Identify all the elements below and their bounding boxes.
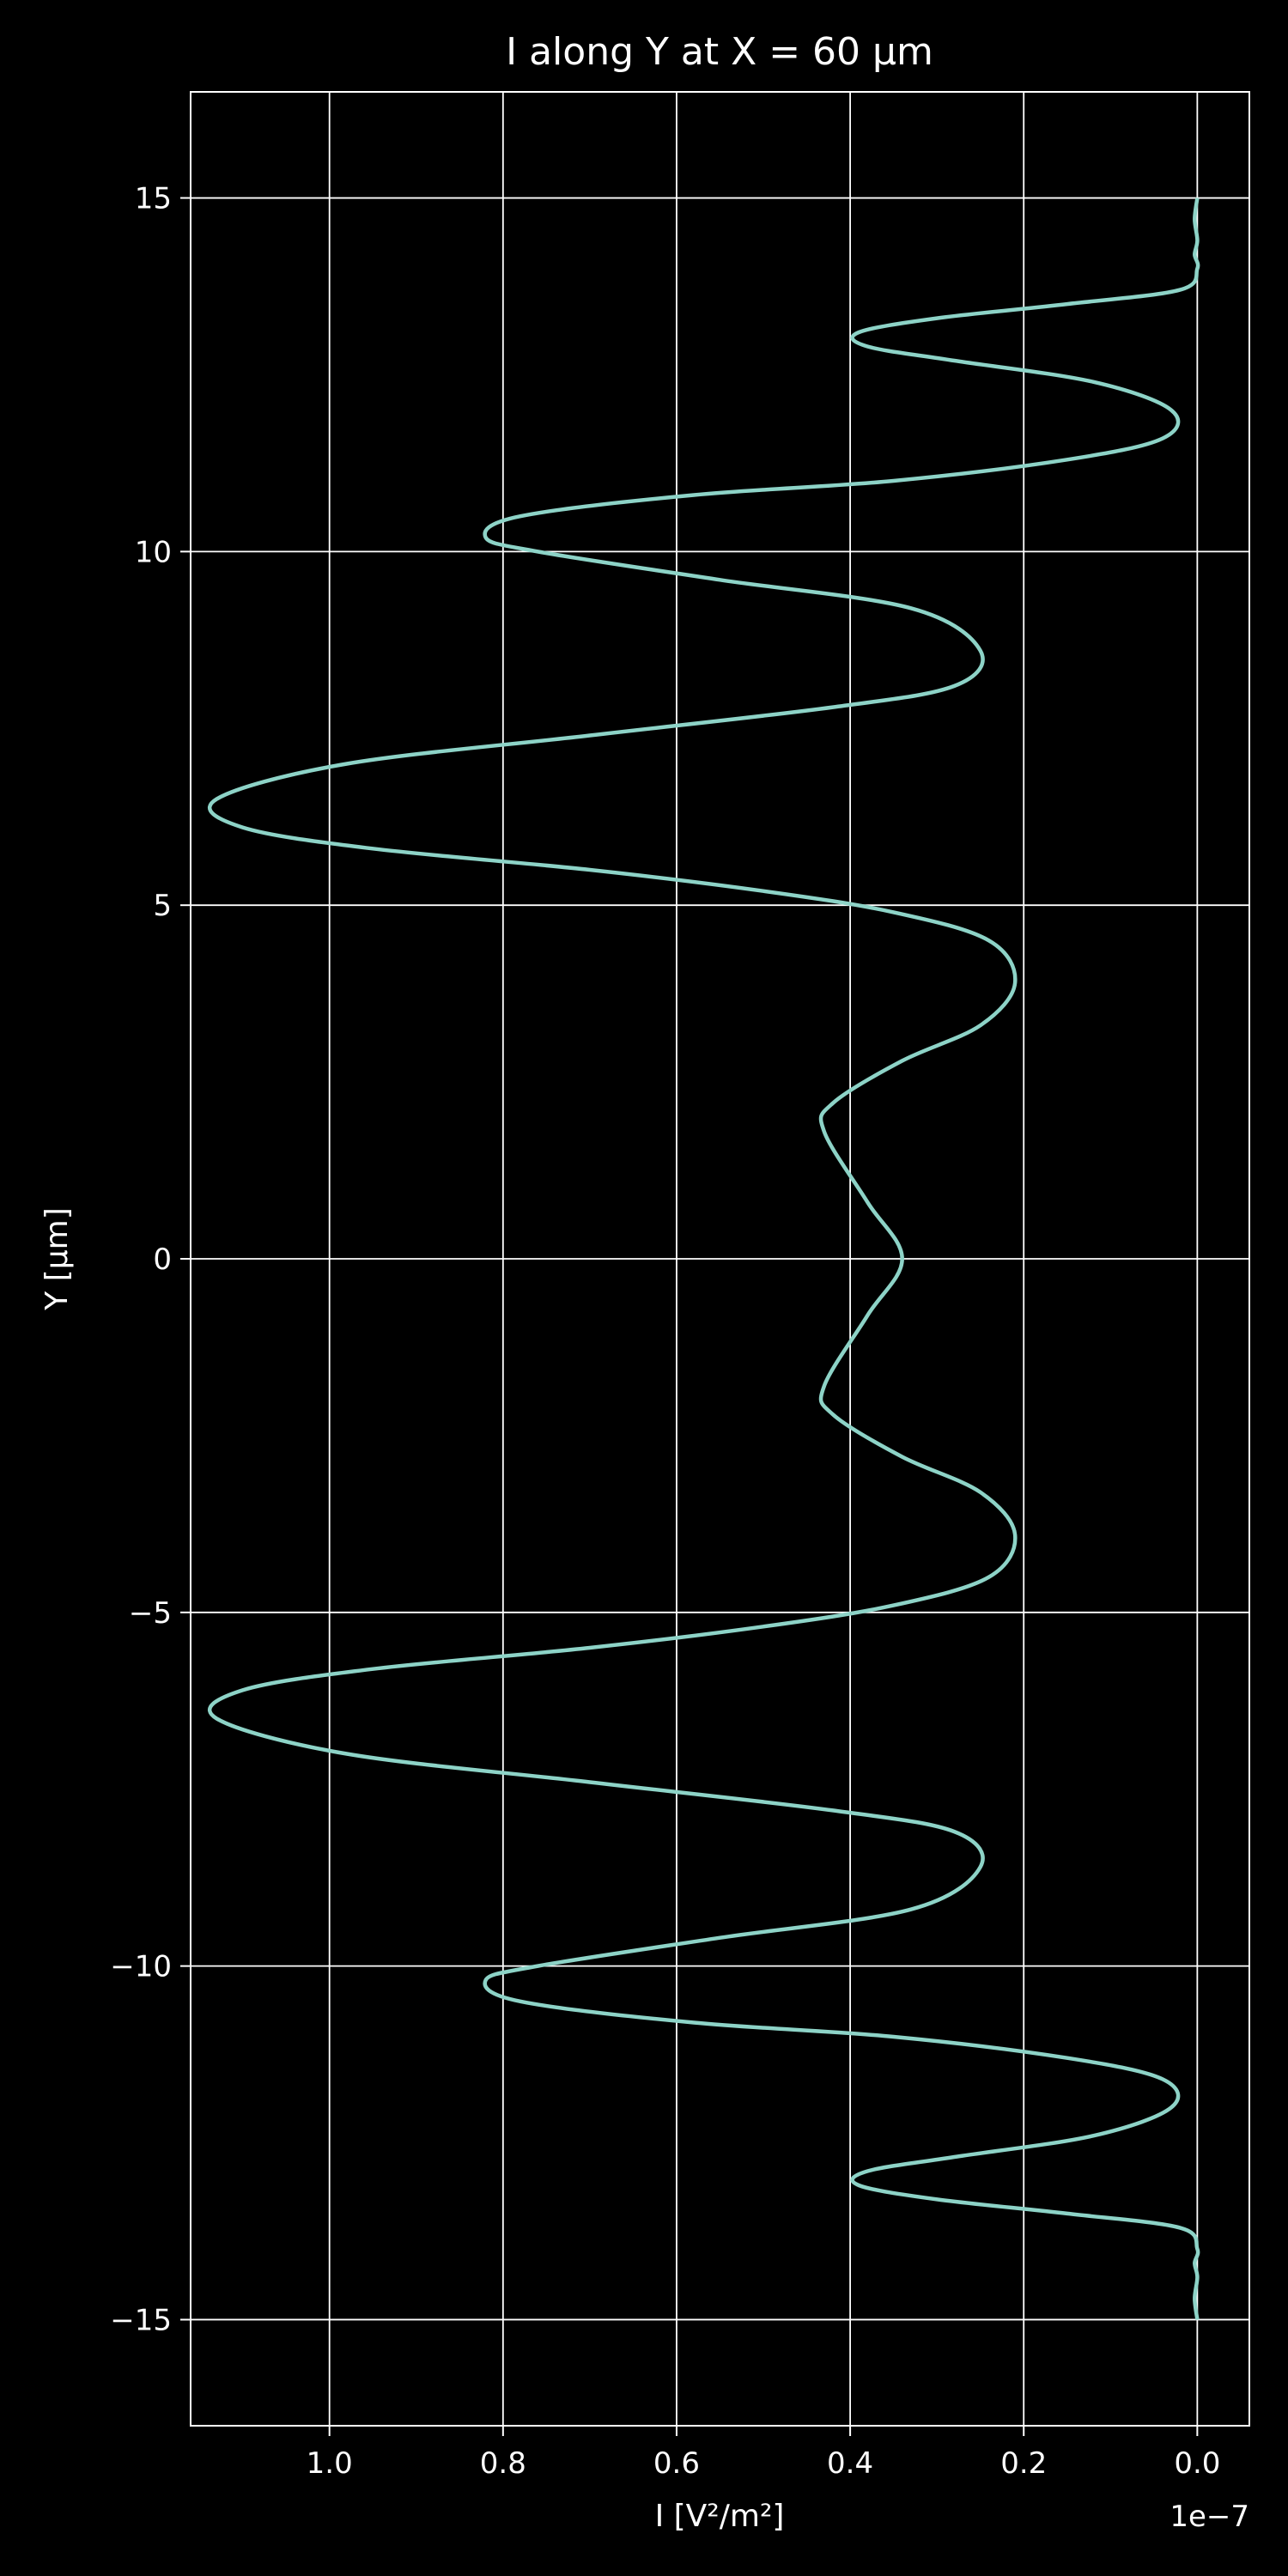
intensity-line xyxy=(208,197,1200,2320)
y-tick-label: 10 xyxy=(135,535,172,569)
x-tick-label: 0.0 xyxy=(1174,2446,1220,2481)
x-ticks: 1.0 0.8 0.6 0.4 0.2 0.0 xyxy=(307,2426,1220,2481)
chart-title: I along Y at X = 60 µm xyxy=(506,30,933,74)
y-tick-label: −5 xyxy=(129,1596,172,1631)
x-tick-label: 0.2 xyxy=(1000,2446,1047,2481)
y-tick-label: 0 xyxy=(153,1242,172,1277)
y-tick-label: 5 xyxy=(153,889,172,923)
x-axis-label: I [V²/m²] xyxy=(655,2499,785,2534)
y-tick-label: −15 xyxy=(110,2303,172,2337)
grid xyxy=(191,92,1249,2426)
y-ticks: 15 10 5 0 −5 −10 −15 xyxy=(110,182,191,2337)
x-tick-label: 0.4 xyxy=(827,2446,873,2481)
x-tick-label: 1.0 xyxy=(307,2446,353,2481)
x-tick-label: 0.8 xyxy=(480,2446,526,2481)
y-tick-label: −10 xyxy=(110,1950,172,1984)
y-tick-label: 15 xyxy=(135,182,172,216)
y-axis-label: Y [µm] xyxy=(39,1207,75,1311)
x-offset-text: 1e−7 xyxy=(1170,2500,1249,2534)
x-tick-label: 0.6 xyxy=(653,2446,700,2481)
